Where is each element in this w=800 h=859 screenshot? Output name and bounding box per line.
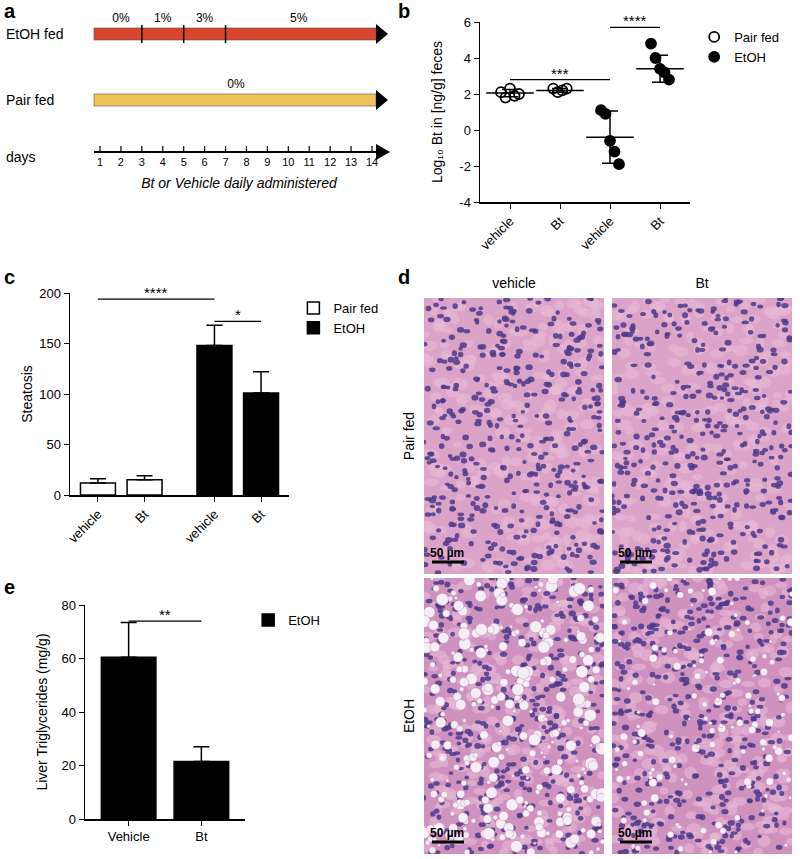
html-text:e: e <box>4 576 16 598</box>
svg-text:****: **** <box>144 284 168 301</box>
svg-text:EtOH: EtOH <box>401 699 417 733</box>
svg-text:****: **** <box>623 12 647 29</box>
svg-text:0: 0 <box>464 123 471 138</box>
svg-text:4: 4 <box>160 156 166 168</box>
svg-text:9: 9 <box>264 156 270 168</box>
svg-text:0%: 0% <box>112 11 130 25</box>
svg-text:2: 2 <box>464 87 471 102</box>
svg-text:200: 200 <box>39 286 61 301</box>
svg-text:Log₁₀ Bt in [ng/g] feces: Log₁₀ Bt in [ng/g] feces <box>429 41 445 183</box>
svg-text:6: 6 <box>202 156 208 168</box>
svg-text:EtOH: EtOH <box>333 321 365 336</box>
svg-text:vehicle: vehicle <box>577 214 616 253</box>
html-text:b: b <box>398 0 411 22</box>
svg-text:vehicle: vehicle <box>477 214 516 253</box>
svg-text:2: 2 <box>118 156 124 168</box>
svg-text:60: 60 <box>61 651 75 666</box>
svg-text:20: 20 <box>61 758 75 773</box>
svg-text:4: 4 <box>464 51 471 66</box>
svg-text:-2: -2 <box>459 159 471 174</box>
svg-text:8: 8 <box>243 156 249 168</box>
svg-text:150: 150 <box>39 336 61 351</box>
svg-text:EtOH: EtOH <box>734 50 766 65</box>
svg-text:12: 12 <box>324 156 336 168</box>
svg-text:EtOH fed: EtOH fed <box>6 26 64 42</box>
svg-text:Vehicle: Vehicle <box>108 829 150 844</box>
svg-text:14: 14 <box>366 156 378 168</box>
svg-text:3%: 3% <box>196 11 214 25</box>
svg-text:Bt: Bt <box>248 506 268 526</box>
svg-text:Pair fed: Pair fed <box>6 92 54 108</box>
svg-text:50 µm: 50 µm <box>430 546 464 560</box>
svg-text:days: days <box>6 149 36 165</box>
svg-text:vehicle: vehicle <box>182 507 221 546</box>
svg-text:0%: 0% <box>227 77 245 91</box>
svg-text:Bt: Bt <box>695 275 708 291</box>
svg-text:1%: 1% <box>154 11 172 25</box>
svg-text:Bt or Vehicle daily administer: Bt or Vehicle daily administered <box>141 175 338 191</box>
svg-text:3: 3 <box>139 156 145 168</box>
svg-text:Bt: Bt <box>132 506 152 526</box>
svg-text:Liver Triglycerides (mg/g): Liver Triglycerides (mg/g) <box>34 633 50 790</box>
html-text:d: d <box>398 266 411 288</box>
svg-text:5: 5 <box>181 156 187 168</box>
svg-text:1: 1 <box>97 156 103 168</box>
svg-text:11: 11 <box>304 156 315 168</box>
svg-text:5%: 5% <box>290 11 308 25</box>
svg-text:Bt: Bt <box>195 829 208 844</box>
svg-text:vehicle: vehicle <box>65 507 104 546</box>
svg-text:13: 13 <box>345 156 357 168</box>
svg-text:Steatosis: Steatosis <box>19 365 35 423</box>
svg-text:0: 0 <box>69 812 76 827</box>
svg-text:7: 7 <box>222 156 228 168</box>
svg-text:100: 100 <box>39 387 61 402</box>
svg-text:Pair fed: Pair fed <box>333 301 378 316</box>
svg-text:6: 6 <box>464 15 471 30</box>
html-text:c: c <box>4 266 16 288</box>
svg-text:***: *** <box>551 65 569 82</box>
svg-text:Pair fed: Pair fed <box>734 30 779 45</box>
svg-text:Bt: Bt <box>647 213 667 233</box>
svg-text:EtOH: EtOH <box>288 613 320 628</box>
svg-text:Bt: Bt <box>547 213 567 233</box>
svg-text:40: 40 <box>61 705 75 720</box>
svg-text:50 µm: 50 µm <box>618 826 652 840</box>
html-text:a: a <box>4 0 16 22</box>
svg-text:**: ** <box>159 606 171 623</box>
svg-text:80: 80 <box>61 598 75 613</box>
svg-text:50: 50 <box>46 437 60 452</box>
svg-text:*: * <box>235 306 241 323</box>
svg-text:Pair fed: Pair fed <box>401 412 417 460</box>
svg-text:50 µm: 50 µm <box>430 826 464 840</box>
svg-text:vehicle: vehicle <box>492 275 536 291</box>
svg-text:0: 0 <box>54 488 61 503</box>
svg-text:10: 10 <box>282 156 294 168</box>
svg-text:-4: -4 <box>459 195 471 210</box>
svg-text:50 µm: 50 µm <box>618 546 652 560</box>
